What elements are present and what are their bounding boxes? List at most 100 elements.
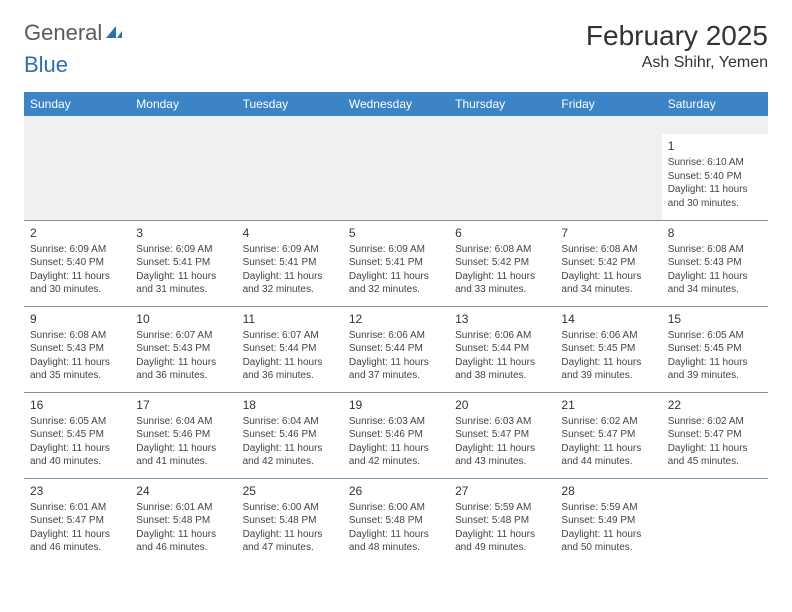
day-number: 23 [30,483,124,499]
location: Ash Shihr, Yemen [586,54,768,72]
daylight-line: Daylight: 11 hours and 30 minutes. [30,270,124,297]
weekday-header-row: SundayMondayTuesdayWednesdayThursdayFrid… [24,92,768,116]
calendar-cell: 1Sunrise: 6:10 AMSunset: 5:40 PMDaylight… [662,134,768,220]
day-info: Sunrise: 6:01 AMSunset: 5:48 PMDaylight:… [136,501,230,555]
day-info: Sunrise: 6:08 AMSunset: 5:43 PMDaylight:… [668,243,762,297]
calendar-cell [343,134,449,220]
sunrise-line: Sunrise: 6:03 AM [349,415,443,429]
day-number: 12 [349,311,443,327]
sunrise-line: Sunrise: 6:05 AM [668,329,762,343]
day-number: 3 [136,225,230,241]
sunset-line: Sunset: 5:48 PM [136,514,230,528]
day-info: Sunrise: 6:02 AMSunset: 5:47 PMDaylight:… [668,415,762,469]
day-number: 16 [30,397,124,413]
day-number: 4 [243,225,337,241]
day-info: Sunrise: 5:59 AMSunset: 5:48 PMDaylight:… [455,501,549,555]
day-number: 26 [349,483,443,499]
daylight-line: Daylight: 11 hours and 44 minutes. [561,442,655,469]
blank-row [24,116,768,134]
day-info: Sunrise: 6:08 AMSunset: 5:43 PMDaylight:… [30,329,124,383]
day-info: Sunrise: 6:09 AMSunset: 5:41 PMDaylight:… [243,243,337,297]
sunset-line: Sunset: 5:41 PM [349,256,443,270]
sunset-line: Sunset: 5:40 PM [30,256,124,270]
weekday-header: Sunday [24,92,130,116]
sunrise-line: Sunrise: 6:07 AM [136,329,230,343]
daylight-line: Daylight: 11 hours and 33 minutes. [455,270,549,297]
weekday-header: Wednesday [343,92,449,116]
daylight-line: Daylight: 11 hours and 42 minutes. [243,442,337,469]
month-title: February 2025 [586,20,768,52]
day-number: 7 [561,225,655,241]
daylight-line: Daylight: 11 hours and 34 minutes. [561,270,655,297]
day-number: 18 [243,397,337,413]
daylight-line: Daylight: 11 hours and 35 minutes. [30,356,124,383]
calendar-table: SundayMondayTuesdayWednesdayThursdayFrid… [24,92,768,564]
daylight-line: Daylight: 11 hours and 37 minutes. [349,356,443,383]
daylight-line: Daylight: 11 hours and 32 minutes. [243,270,337,297]
calendar-cell: 11Sunrise: 6:07 AMSunset: 5:44 PMDayligh… [237,306,343,392]
day-info: Sunrise: 6:00 AMSunset: 5:48 PMDaylight:… [243,501,337,555]
day-number: 24 [136,483,230,499]
sunset-line: Sunset: 5:45 PM [561,342,655,356]
weekday-header: Friday [555,92,661,116]
day-info: Sunrise: 6:06 AMSunset: 5:44 PMDaylight:… [455,329,549,383]
calendar-cell: 2 Sunrise: 6:09 AMSunset: 5:40 PMDaylight… [24,220,130,306]
sunrise-line: Sunrise: 6:06 AM [455,329,549,343]
daylight-line: Daylight: 11 hours and 34 minutes. [668,270,762,297]
daylight-line: Daylight: 11 hours and 49 minutes. [455,528,549,555]
day-number: 2 [30,225,124,241]
sunset-line: Sunset: 5:43 PM [30,342,124,356]
sunset-line: Sunset: 5:42 PM [455,256,549,270]
calendar-cell [24,134,130,220]
day-number: 8 [668,225,762,241]
daylight-line: Daylight: 11 hours and 48 minutes. [349,528,443,555]
calendar-cell: 16Sunrise: 6:05 AMSunset: 5:45 PMDayligh… [24,392,130,478]
daylight-line: Daylight: 11 hours and 46 minutes. [136,528,230,555]
sunset-line: Sunset: 5:46 PM [136,428,230,442]
sunset-line: Sunset: 5:46 PM [349,428,443,442]
calendar-cell: 28Sunrise: 5:59 AMSunset: 5:49 PMDayligh… [555,478,661,564]
calendar-cell: 10 Sunrise: 6:07 AMSunset: 5:43 PMDayligh… [130,306,236,392]
calendar-cell: 20Sunrise: 6:03 AMSunset: 5:47 PMDayligh… [449,392,555,478]
sunset-line: Sunset: 5:46 PM [243,428,337,442]
daylight-line: Daylight: 11 hours and 41 minutes. [136,442,230,469]
day-info: Sunrise: 6:10 AMSunset: 5:40 PMDaylight:… [668,156,762,210]
calendar-cell: 4 Sunrise: 6:09 AMSunset: 5:41 PMDaylight… [237,220,343,306]
day-info: Sunrise: 6:01 AMSunset: 5:47 PMDaylight:… [30,501,124,555]
sunrise-line: Sunrise: 6:04 AM [243,415,337,429]
daylight-line: Daylight: 11 hours and 45 minutes. [668,442,762,469]
day-info: Sunrise: 6:08 AMSunset: 5:42 PMDaylight:… [561,243,655,297]
sunset-line: Sunset: 5:45 PM [668,342,762,356]
daylight-line: Daylight: 11 hours and 32 minutes. [349,270,443,297]
calendar-cell: 13Sunrise: 6:06 AMSunset: 5:44 PMDayligh… [449,306,555,392]
day-number: 11 [243,311,337,327]
sunrise-line: Sunrise: 6:10 AM [668,156,762,170]
sunset-line: Sunset: 5:44 PM [349,342,443,356]
calendar-cell: 18 Sunrise: 6:04 AMSunset: 5:46 PMDayligh… [237,392,343,478]
day-number: 9 [30,311,124,327]
calendar-row: 23 Sunrise: 6:01 AMSunset: 5:47 PMDayligh… [24,478,768,564]
calendar-cell: 21Sunrise: 6:02 AMSunset: 5:47 PMDayligh… [555,392,661,478]
sunset-line: Sunset: 5:44 PM [455,342,549,356]
weekday-header: Saturday [662,92,768,116]
sunrise-line: Sunrise: 6:09 AM [136,243,230,257]
day-number: 10 [136,311,230,327]
sunrise-line: Sunrise: 6:06 AM [349,329,443,343]
sunset-line: Sunset: 5:43 PM [136,342,230,356]
sail-icon [104,20,124,46]
sunset-line: Sunset: 5:47 PM [561,428,655,442]
day-info: Sunrise: 6:02 AMSunset: 5:47 PMDaylight:… [561,415,655,469]
calendar-cell: 22Sunrise: 6:02 AMSunset: 5:47 PMDayligh… [662,392,768,478]
calendar-cell: 23 Sunrise: 6:01 AMSunset: 5:47 PMDayligh… [24,478,130,564]
calendar-cell: 26Sunrise: 6:00 AMSunset: 5:48 PMDayligh… [343,478,449,564]
sunrise-line: Sunrise: 6:09 AM [30,243,124,257]
calendar-cell: 3Sunrise: 6:09 AMSunset: 5:41 PMDaylight… [130,220,236,306]
day-info: Sunrise: 6:07 AMSunset: 5:43 PMDaylight:… [136,329,230,383]
calendar-row: 2Sunrise: 6:09 AMSunset: 5:40 PMDaylight… [24,220,768,306]
day-number: 19 [349,397,443,413]
calendar-cell [130,134,236,220]
daylight-line: Daylight: 11 hours and 39 minutes. [561,356,655,383]
calendar-cell: 27Sunrise: 5:59 AMSunset: 5:48 PMDayligh… [449,478,555,564]
day-number: 6 [455,225,549,241]
weekday-header: Tuesday [237,92,343,116]
